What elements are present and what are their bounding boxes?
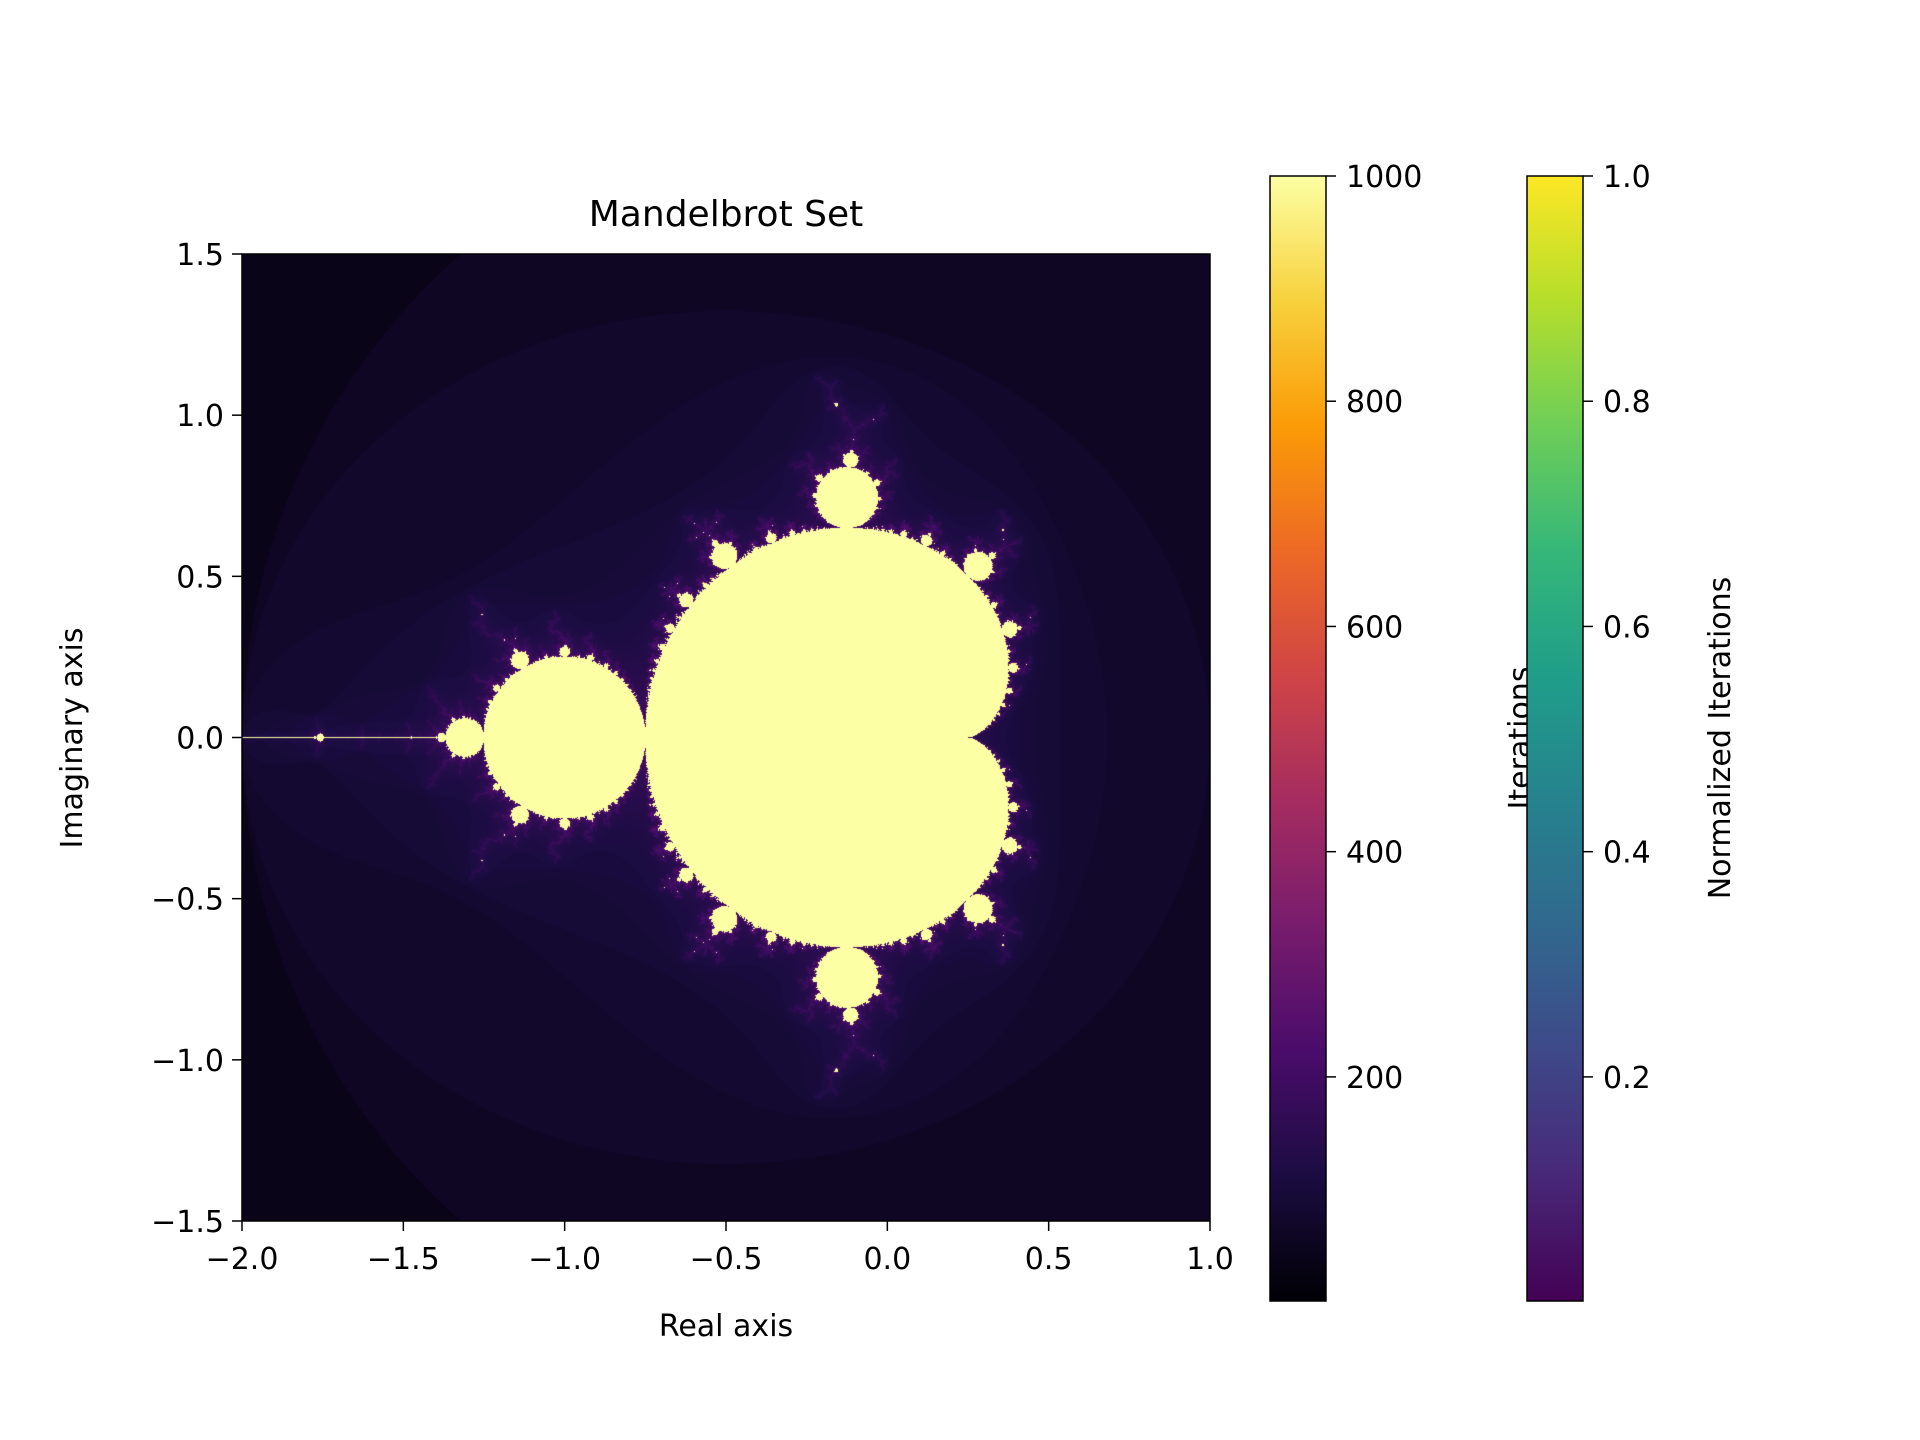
x-tick-label: −2.0 <box>206 1242 279 1277</box>
x-tick-label: 0.5 <box>1025 1242 1073 1277</box>
colorbar-tick-label: 400 <box>1346 836 1403 871</box>
y-tick-label: 0.0 <box>176 722 224 757</box>
x-tick-label: −1.5 <box>367 1242 440 1277</box>
colorbar-frame <box>1526 175 1584 1302</box>
y-tick-label: −0.5 <box>151 883 224 918</box>
colorbar-tick-label: 0.6 <box>1603 610 1651 645</box>
mandelbrot-heatmap <box>242 254 1210 1221</box>
x-tick-label: −1.0 <box>528 1242 601 1277</box>
x-tick-label: −0.5 <box>690 1242 763 1277</box>
x-tick-label: 0.0 <box>863 1242 911 1277</box>
colorbar-tick-label: 0.2 <box>1603 1061 1651 1096</box>
y-tick-label: −1.0 <box>151 1044 224 1079</box>
colorbar-tick-label: 0.8 <box>1603 385 1651 420</box>
colorbar-tick-label: 1.0 <box>1603 160 1651 195</box>
colorbar-tick-label: 600 <box>1346 610 1403 645</box>
y-axis: −1.5 −1.0 −0.5 0.0 0.5 1.0 1.5 <box>151 238 242 1240</box>
colorbar-tick-label: 0.4 <box>1603 836 1651 871</box>
colorbar-tick-label: 800 <box>1346 385 1403 420</box>
x-axis-label: Real axis <box>659 1309 793 1344</box>
normalized-colorbar-label: Normalized Iterations <box>1703 577 1738 900</box>
mandelbrot-plot <box>241 253 1211 1222</box>
colorbar-tick-label: 1000 <box>1346 160 1422 195</box>
x-tick-label: 1.0 <box>1186 1242 1234 1277</box>
colorbar-gradient <box>1527 176 1583 1301</box>
colorbar-gradient <box>1270 176 1326 1301</box>
colorbar-frame <box>1269 175 1327 1302</box>
colorbar-tick-label: 200 <box>1346 1061 1403 1096</box>
y-tick-label: −1.5 <box>151 1205 224 1240</box>
y-tick-label: 0.5 <box>176 560 224 595</box>
chart-title: Mandelbrot Set <box>589 194 864 235</box>
y-axis-label: Imaginary axis <box>55 628 90 849</box>
y-tick-label: 1.0 <box>176 399 224 434</box>
normalized-colorbar: 0.2 0.4 0.6 0.8 1.0 <box>1526 160 1651 1302</box>
iterations-colorbar: 200 400 600 800 1000 <box>1269 160 1422 1302</box>
y-tick-label: 1.5 <box>176 238 224 273</box>
x-axis: −2.0 −1.5 −1.0 −0.5 0.0 0.5 1.0 <box>206 1221 1234 1277</box>
